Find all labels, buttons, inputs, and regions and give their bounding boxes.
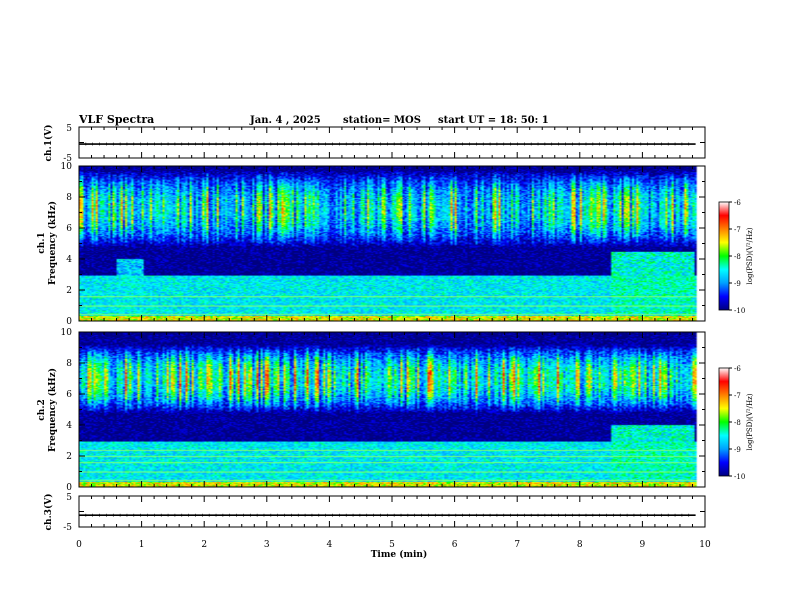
ch2-spectrogram-ticks: [78, 331, 706, 488]
x-tick-label: 6: [452, 540, 458, 550]
ch1-colorbar: -6 -7 -8 -9 -10 log(PSD)(V²/Hz): [718, 199, 754, 315]
ch2-frequency-label: Frequency (kHz): [47, 368, 58, 452]
freq-tick-label: 8: [66, 193, 72, 203]
ch2-spectrogram-image: [79, 332, 705, 487]
freq-tick-label: 10: [61, 162, 73, 172]
freq-tick-label: 6: [66, 224, 72, 234]
ch2-colorbar: -6 -7 -8 -9 -10 log(PSD)(V²/Hz): [718, 365, 754, 481]
ch3-ytick-bottom: -5: [63, 523, 72, 533]
freq-tick-label: 8: [66, 359, 72, 369]
freq-tick-label: 6: [66, 390, 72, 400]
freq-tick-label: 0: [66, 483, 72, 493]
ch2-spectrogram-yticklabels: 0 2 4 6 8 10: [61, 328, 73, 493]
colorbar-tick-label: -9: [734, 446, 741, 454]
ch1-ytick-bottom: -5: [63, 154, 72, 164]
x-tick-label: 7: [514, 540, 520, 550]
x-tick-label: 4: [327, 540, 333, 550]
freq-tick-label: 4: [66, 421, 72, 431]
ch2-spectrogram-panel: 0 2 4 6 8 10 ch.2 Frequency (kHz): [37, 328, 706, 493]
ch1-waveform-ylabel: ch.1(V): [43, 125, 54, 162]
ch1-ytick-top: 5: [66, 124, 72, 134]
colorbar-tick-label: -7: [734, 226, 741, 234]
colorbar-tick-label: -8: [734, 253, 741, 261]
x-tick-label: 1: [139, 540, 145, 550]
ch1-channel-label: ch.1: [37, 232, 47, 253]
freq-tick-label: 2: [66, 286, 72, 296]
x-tick-label: 8: [577, 540, 583, 550]
ch3-waveform-panel: 5 -5 ch.3(V): [43, 493, 706, 533]
station-label: station= MOS: [343, 115, 421, 126]
x-axis-label: Time (min): [371, 549, 428, 560]
ch1-spectrogram-image: [79, 166, 705, 321]
colorbar-label: log(PSD)(V²/Hz): [746, 393, 754, 450]
ch3-ytick-top: 5: [66, 493, 72, 503]
ch1-spectrogram-yticklabels: 0 2 4 6 8 10: [61, 162, 73, 327]
ch1-spectrogram-ticks: [78, 165, 706, 322]
freq-tick-label: 10: [61, 328, 73, 338]
colorbar-tick-label: -9: [734, 280, 741, 288]
freq-tick-label: 4: [66, 255, 72, 265]
x-tick-label: 9: [640, 540, 646, 550]
ch2-channel-label: ch.2: [37, 399, 47, 420]
ch1-frequency-label: Frequency (kHz): [47, 201, 58, 285]
figure-title: VLF Spectra: [78, 113, 154, 126]
x-tick-label: 0: [76, 540, 82, 550]
colorbar-tick-label: -7: [734, 392, 741, 400]
colorbar-tick-label: -8: [734, 419, 741, 427]
colorbar-tick-label: -6: [734, 365, 741, 373]
freq-tick-label: 0: [66, 317, 72, 327]
x-tick-label: 2: [201, 540, 207, 550]
x-tick-label: 5: [389, 540, 395, 550]
ch1-waveform-panel: 5 -5 ch.1(V): [43, 124, 706, 164]
colorbar-gradient: [718, 201, 730, 311]
colorbar-tick-label: -10: [734, 307, 745, 315]
x-tick-label: 10: [699, 540, 711, 550]
colorbar-label: log(PSD)(V²/Hz): [746, 227, 754, 284]
freq-tick-label: 2: [66, 452, 72, 462]
colorbar-tick-label: -10: [734, 473, 745, 481]
date-label: Jan. 4 , 2025: [249, 115, 321, 126]
ch1-waveform-ticks: [78, 126, 706, 159]
colorbar-gradient: [718, 367, 730, 477]
x-axis-tick-labels: 0 1 2 3 4 5 6 7 8 9 10: [76, 540, 711, 550]
start-time-label: start UT = 18: 50: 1: [438, 115, 549, 126]
ch3-waveform-ticks: [78, 495, 706, 528]
ch3-waveform-ylabel: ch.3(V): [43, 494, 54, 531]
ch1-spectrogram-panel: 0 2 4 6 8 10 ch.1 Frequency (kHz): [37, 162, 706, 327]
colorbar-tick-label: -6: [734, 199, 741, 207]
x-tick-label: 3: [264, 540, 270, 550]
